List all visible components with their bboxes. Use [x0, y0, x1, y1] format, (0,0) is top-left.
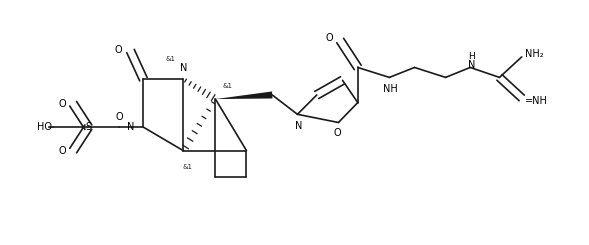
- Text: N: N: [468, 60, 475, 70]
- Text: =NH: =NH: [525, 96, 548, 106]
- Text: H: H: [468, 52, 475, 61]
- Text: NH: NH: [383, 84, 398, 94]
- Text: NH₂: NH₂: [525, 49, 543, 59]
- Text: O: O: [326, 33, 333, 43]
- Text: O: O: [115, 45, 123, 55]
- Text: HO: HO: [37, 122, 52, 132]
- Text: S: S: [85, 122, 91, 132]
- Polygon shape: [216, 91, 273, 99]
- Text: O: O: [58, 146, 66, 156]
- Text: &1: &1: [166, 56, 176, 62]
- Text: O: O: [115, 112, 123, 122]
- Text: N: N: [127, 122, 134, 132]
- Text: O: O: [333, 128, 341, 138]
- Text: N: N: [180, 63, 187, 73]
- Text: &1: &1: [222, 83, 232, 89]
- Text: N: N: [295, 121, 302, 131]
- Text: O: O: [58, 99, 66, 109]
- Text: &1: &1: [183, 164, 193, 170]
